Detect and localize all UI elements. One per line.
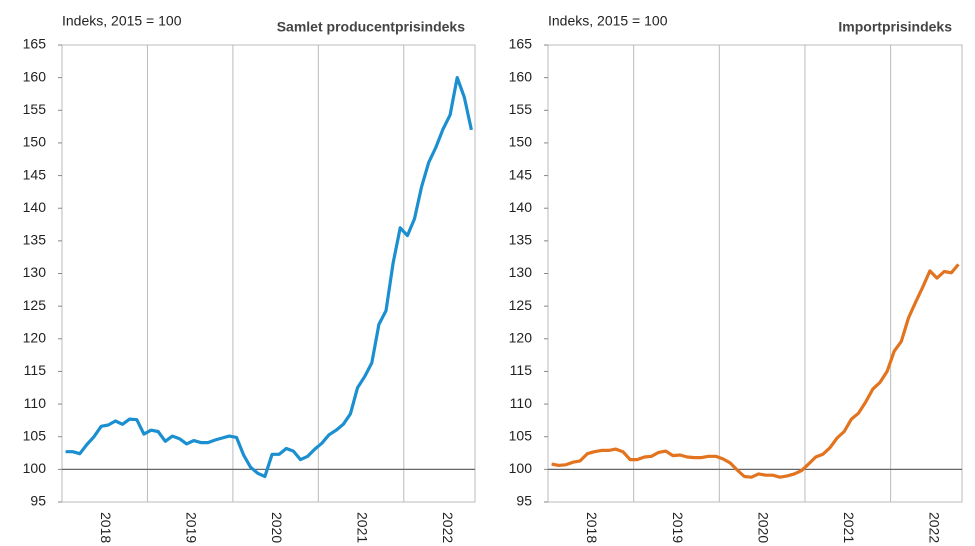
y-tick-label: 120 (509, 329, 533, 345)
y-tick-label: 150 (23, 134, 47, 150)
y-tick-label: 125 (509, 297, 533, 313)
plot-frame (547, 44, 963, 503)
x-tick-label: 2021 (354, 512, 370, 543)
y-tick-label: 160 (509, 68, 533, 84)
y-tick-label: 165 (509, 36, 533, 52)
y-tick-label: 140 (23, 199, 47, 215)
y-tick-label: 130 (23, 264, 47, 280)
x-tick-label: 2020 (269, 512, 285, 543)
x-tick-label: 2019 (670, 512, 686, 543)
chart-title: Importprisindeks (838, 19, 952, 35)
y-tick-label: 95 (30, 493, 46, 509)
y-tick-label: 95 (516, 493, 532, 509)
x-tick-label: 2022 (927, 512, 943, 543)
y-axis-label: Indeks, 2015 = 100 (62, 13, 182, 29)
data-line (65, 76, 473, 479)
y-tick-label: 150 (509, 134, 533, 150)
chart-title: Samlet producentprisindeks (277, 19, 465, 35)
x-tick-label: 2018 (584, 512, 600, 543)
y-tick-label: 130 (509, 264, 533, 280)
y-tick-label: 145 (23, 166, 47, 182)
y-tick-label: 100 (23, 460, 47, 476)
y-tick-label: 145 (509, 166, 533, 182)
plot-frame (61, 44, 476, 503)
y-axis-label: Indeks, 2015 = 100 (548, 13, 668, 29)
y-tick-label: 160 (23, 68, 47, 84)
y-tick-label: 135 (509, 232, 533, 248)
y-tick-label: 110 (510, 395, 533, 411)
y-tick-label: 115 (24, 362, 47, 378)
y-tick-label: 135 (23, 232, 47, 248)
y-tick-label: 105 (509, 427, 533, 443)
x-tick-label: 2021 (841, 512, 857, 543)
x-tick-label: 2020 (755, 512, 771, 543)
y-tick-label: 120 (23, 329, 47, 345)
y-tick-label: 155 (23, 101, 47, 117)
y-tick-label: 105 (23, 427, 47, 443)
y-tick-label: 100 (509, 460, 533, 476)
y-tick-label: 165 (23, 36, 47, 52)
y-tick-label: 125 (23, 297, 47, 313)
data-line (551, 263, 960, 479)
y-tick-label: 110 (24, 395, 47, 411)
x-tick-label: 2018 (98, 512, 114, 543)
y-tick-label: 115 (510, 362, 533, 378)
x-tick-label: 2022 (440, 512, 456, 543)
x-tick-label: 2019 (183, 512, 199, 543)
y-tick-label: 155 (509, 101, 533, 117)
y-tick-label: 140 (509, 199, 533, 215)
